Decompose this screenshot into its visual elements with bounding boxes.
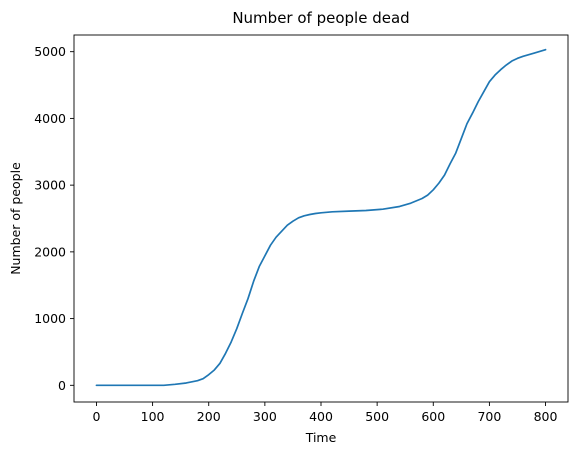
x-tick-label: 600 — [421, 409, 445, 424]
x-tick-label: 400 — [309, 409, 333, 424]
y-tick-label: 4000 — [34, 111, 66, 126]
y-tick-label: 1000 — [34, 311, 66, 326]
series-line-0 — [95, 48, 547, 387]
y-axis-ticks: 0 1000 2000 3000 4000 5000 — [34, 44, 74, 393]
y-axis-label: Number of people — [8, 162, 23, 275]
x-tick-label: 100 — [141, 409, 165, 424]
y-tick-label: 3000 — [34, 178, 66, 193]
x-tick-label: 0 — [92, 409, 100, 424]
x-axis-ticks: 0 100 200 300 400 500 600 700 800 — [92, 402, 558, 424]
x-tick-label: 200 — [197, 409, 221, 424]
x-tick-label: 700 — [477, 409, 501, 424]
y-tick-label: 5000 — [34, 44, 66, 59]
x-tick-label: 300 — [253, 409, 277, 424]
x-axis-label: Time — [305, 430, 337, 445]
y-tick-label: 0 — [58, 378, 66, 393]
plot-frame — [73, 34, 569, 403]
x-tick-label: 800 — [534, 409, 558, 424]
y-tick-label: 2000 — [34, 244, 66, 259]
chart-title: Number of people dead — [232, 9, 409, 27]
plot-marks — [95, 48, 547, 387]
x-tick-label: 500 — [365, 409, 389, 424]
